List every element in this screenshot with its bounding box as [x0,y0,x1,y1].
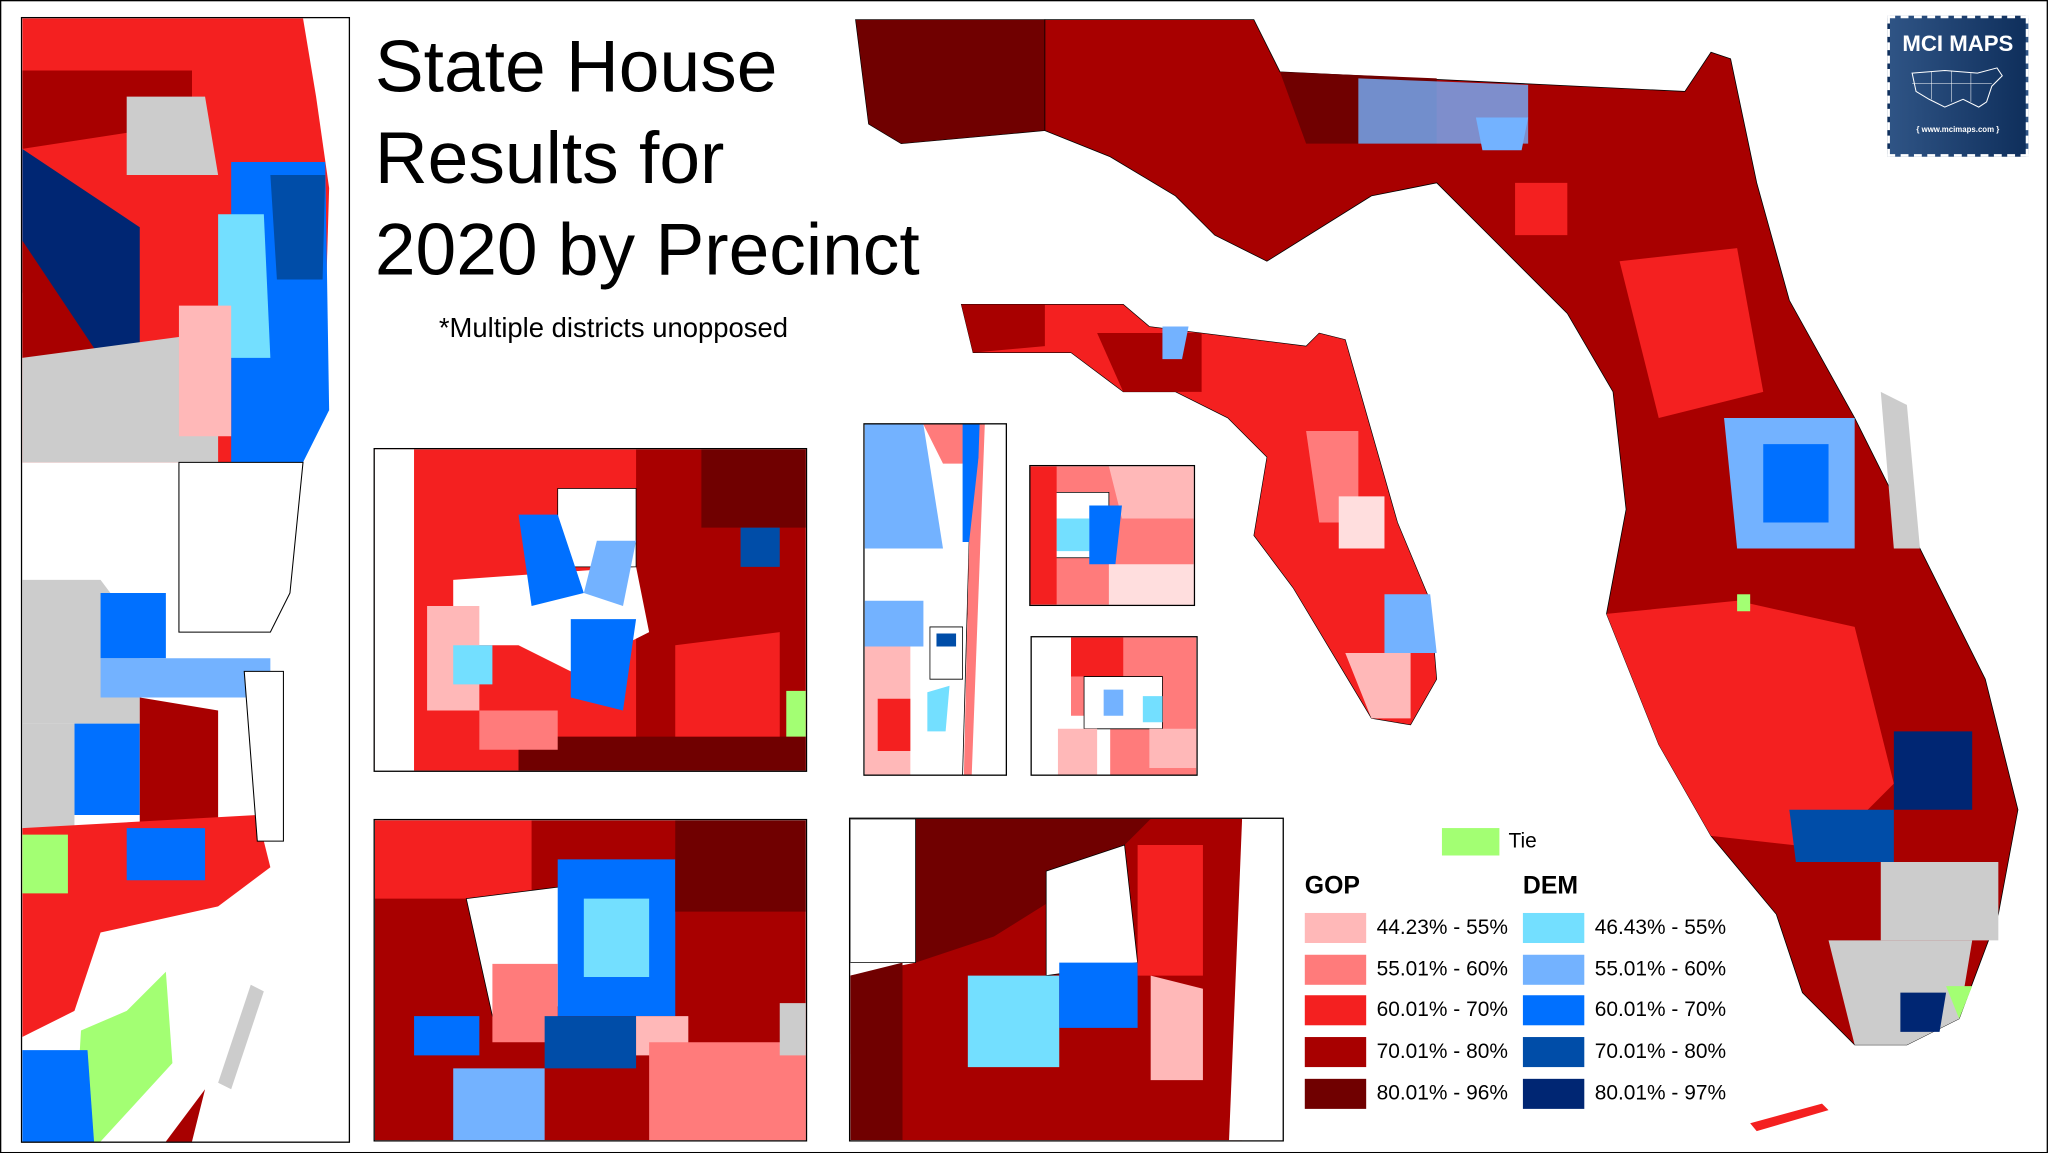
legend-swatch-gop-1 [1304,912,1367,944]
inset-small-2 [1030,636,1198,776]
inset-small-1 [1029,464,1196,607]
legend-label-dem-4: 70.01% - 80% [1594,1040,1727,1064]
legend-swatch-gop-3 [1304,995,1367,1026]
usa-map-icon [1911,67,2003,108]
legend-heading-dem: DEM [1522,872,1579,900]
florida-secondary-map [960,303,1438,726]
inset-orlando [373,818,808,1142]
legend-label-dem-5: 80.01% - 97% [1594,1082,1727,1105]
inset-jacksonville [848,817,1284,1142]
page-title: State House Results for 2020 by Precinct [374,24,920,290]
legend-swatch-gop-4 [1304,1037,1367,1068]
mci-maps-logo: MCI MAPS { www.mcimaps.com } [1887,15,2029,157]
legend-swatch-dem-1 [1522,912,1585,944]
legend-label-gop-3: 60.01% - 70% [1376,999,1508,1022]
inset-southeast-coast [20,16,351,1143]
legend-heading-gop: GOP [1304,872,1360,900]
legend-label-dem-2: 55.01% - 60% [1594,958,1727,981]
legend-label-tie: Tie [1508,830,1537,853]
legend-label-gop-5: 80.01% - 96% [1376,1082,1508,1105]
legend-label-gop-2: 55.01% - 60% [1376,958,1508,981]
legend-label-gop-1: 44.23% - 55% [1376,916,1508,940]
legend-swatch-gop-5 [1304,1078,1367,1109]
florida-main-map [855,19,2019,1132]
subtitle-note: *Multiple districts unopposed [438,313,788,344]
inset-tampa-bay [373,447,808,772]
legend-label-gop-4: 70.01% - 80% [1376,1040,1508,1064]
legend-label-dem-3: 60.01% - 70% [1594,999,1727,1022]
legend-swatch-dem-5 [1522,1078,1585,1109]
legend-swatch-tie [1441,828,1500,856]
inset-coastal-strip [863,423,1008,776]
legend-swatch-gop-2 [1304,954,1367,985]
legend-swatch-dem-2 [1522,954,1585,985]
logo-url: { www.mcimaps.com } [1916,126,2000,135]
logo-name: MCI MAPS [1902,31,2014,57]
legend-label-dem-1: 46.43% - 55% [1594,916,1727,940]
legend-swatch-dem-3 [1522,995,1585,1026]
legend-swatch-dem-4 [1522,1037,1585,1068]
